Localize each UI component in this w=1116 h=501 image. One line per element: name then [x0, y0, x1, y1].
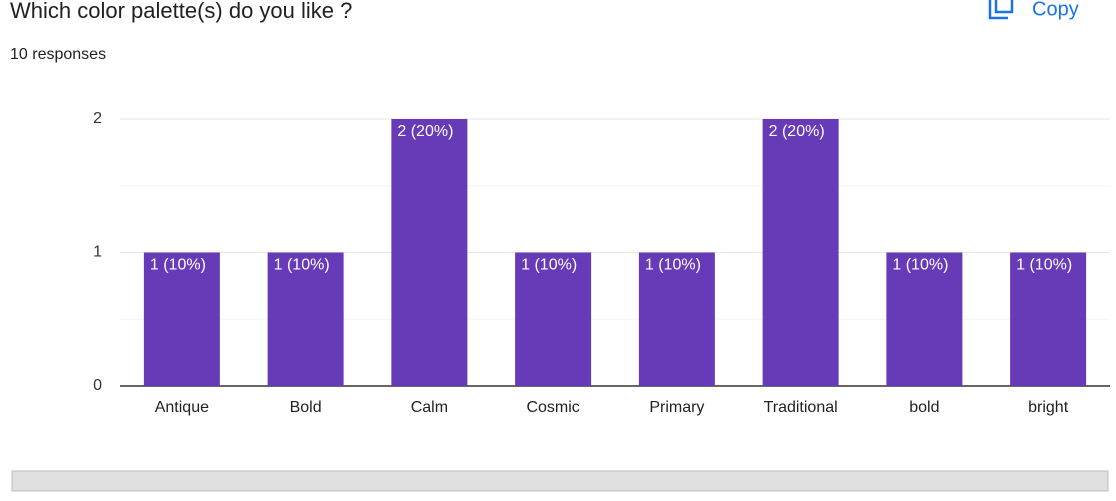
- bar: [515, 252, 592, 386]
- y-tick-label: 0: [93, 377, 102, 394]
- x-tick-label: Antique: [155, 399, 209, 416]
- x-tick-label: Bold: [290, 399, 322, 416]
- y-tick-label: 2: [93, 110, 102, 127]
- bar: [391, 119, 468, 386]
- scroll-panel: [11, 470, 1109, 492]
- bar: [143, 252, 220, 386]
- bar: [1010, 252, 1087, 386]
- bar-value-label: 1 (10%): [645, 257, 701, 274]
- chart-title: Which color palette(s) do you like ?: [10, 0, 352, 23]
- copy-icon: [988, 0, 1014, 20]
- bar-value-label: 2 (20%): [769, 123, 825, 140]
- response-count: 10 responses: [10, 46, 106, 63]
- bar: [638, 252, 715, 386]
- copy-label[interactable]: Copy: [1032, 0, 1079, 20]
- bar-value-label: 1 (10%): [1016, 257, 1072, 274]
- bar: [886, 252, 963, 386]
- x-tick-label: Calm: [411, 399, 448, 416]
- bar: [762, 119, 839, 386]
- y-tick-label: 1: [93, 244, 102, 261]
- x-tick-label: Cosmic: [526, 399, 579, 416]
- bar-value-label: 1 (10%): [892, 257, 948, 274]
- x-tick-label: bright: [1028, 399, 1069, 416]
- copy-button[interactable]: Copy: [988, 0, 1079, 20]
- bar-value-label: 2 (20%): [397, 123, 453, 140]
- bar-value-label: 1 (10%): [521, 257, 577, 274]
- x-tick-label: Traditional: [764, 399, 838, 416]
- bar: [267, 252, 344, 386]
- bar-value-label: 1 (10%): [150, 257, 206, 274]
- x-tick-label: Primary: [649, 399, 704, 416]
- bar-value-label: 1 (10%): [274, 257, 330, 274]
- x-tick-label: bold: [909, 399, 939, 416]
